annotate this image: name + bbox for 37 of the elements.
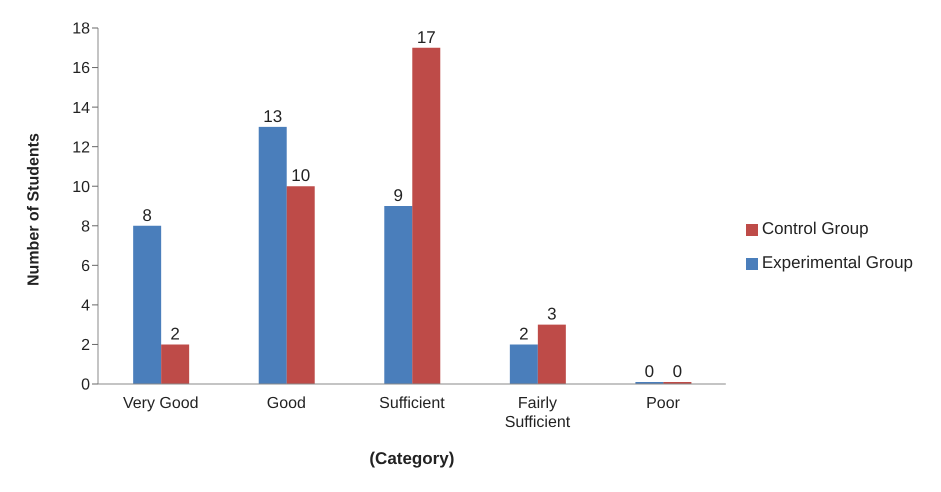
y-tick-label: 12 <box>72 139 90 156</box>
y-axis-title: Number of Students <box>26 133 43 286</box>
x-tick-label: Very Good <box>122 395 199 412</box>
y-tick-label: 6 <box>81 258 90 276</box>
legend-label: Experimental Group <box>762 253 913 272</box>
data-label: 10 <box>291 166 310 186</box>
y-tick-label: 2 <box>81 337 90 354</box>
bar <box>510 344 538 384</box>
bar <box>133 226 162 384</box>
legend-label: Control Group <box>762 219 869 238</box>
bar <box>258 126 287 384</box>
x-axis-title: (Category) <box>369 449 454 468</box>
y-tick-label: 16 <box>72 60 90 78</box>
data-label: 13 <box>263 106 282 126</box>
y-tick-label: 10 <box>72 178 90 196</box>
y-tick-label: 18 <box>72 20 90 38</box>
bar <box>286 186 315 384</box>
x-tick-label: Good <box>266 395 306 412</box>
data-label: 17 <box>416 28 436 47</box>
data-label: 2 <box>519 324 529 344</box>
x-tick-label: Poor <box>646 395 681 412</box>
y-tick-label: 8 <box>81 218 90 236</box>
y-tick-label: 4 <box>81 298 90 315</box>
bar <box>161 344 190 384</box>
x-tick-label: Sufficient <box>379 395 446 412</box>
data-label: 8 <box>142 206 152 225</box>
data-label: 9 <box>394 186 404 205</box>
data-label: 0 <box>672 362 682 381</box>
bar <box>538 324 566 384</box>
x-tick-label: Fairly Sufficient <box>504 395 571 431</box>
y-tick-label: 14 <box>72 100 90 117</box>
bar <box>384 206 412 384</box>
data-label: 2 <box>170 324 180 344</box>
data-label: 0 <box>644 362 654 381</box>
y-tick-label: 0 <box>81 376 90 394</box>
data-label: 3 <box>547 304 557 324</box>
bar <box>412 48 440 384</box>
